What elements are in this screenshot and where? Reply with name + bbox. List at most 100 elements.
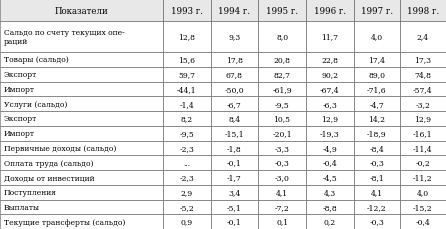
Bar — [354, 185, 400, 200]
Bar — [163, 68, 211, 82]
Text: 14,2: 14,2 — [368, 115, 385, 123]
Bar — [163, 53, 211, 68]
Text: -0,4: -0,4 — [322, 159, 337, 167]
Text: Импорт: Импорт — [4, 86, 35, 93]
Text: -67,4: -67,4 — [320, 86, 340, 93]
Text: -1,8: -1,8 — [227, 144, 242, 152]
Bar — [306, 97, 354, 112]
Text: Первичные доходы (сальдо): Первичные доходы (сальдо) — [4, 144, 116, 152]
Bar — [258, 82, 306, 97]
Bar — [258, 214, 306, 229]
Text: -3,0: -3,0 — [275, 174, 289, 182]
Text: Импорт: Импорт — [4, 130, 35, 138]
Text: 67,8: 67,8 — [226, 71, 243, 79]
Text: -8,4: -8,4 — [369, 144, 384, 152]
Bar — [211, 68, 258, 82]
Bar — [400, 22, 446, 53]
Text: 4,0: 4,0 — [371, 33, 383, 41]
Bar — [211, 141, 258, 155]
Bar — [306, 112, 354, 126]
Text: -20,1: -20,1 — [272, 130, 292, 138]
Text: -9,5: -9,5 — [275, 100, 289, 108]
Bar — [354, 97, 400, 112]
Bar — [0, 0, 163, 22]
Text: -2,3: -2,3 — [179, 174, 194, 182]
Text: -44,1: -44,1 — [177, 86, 197, 93]
Bar — [354, 112, 400, 126]
Bar — [306, 141, 354, 155]
Text: -0,1: -0,1 — [227, 218, 242, 226]
Bar — [400, 155, 446, 170]
Bar — [306, 22, 354, 53]
Text: -8,1: -8,1 — [369, 174, 384, 182]
Bar — [163, 200, 211, 214]
Bar — [0, 112, 163, 126]
Bar — [258, 170, 306, 185]
Text: 11,7: 11,7 — [321, 33, 339, 41]
Bar — [211, 170, 258, 185]
Text: -50,0: -50,0 — [224, 86, 244, 93]
Bar — [400, 126, 446, 141]
Text: -11,2: -11,2 — [413, 174, 433, 182]
Text: Услуги (сальдо): Услуги (сальдо) — [4, 100, 67, 108]
Text: 8,2: 8,2 — [181, 115, 193, 123]
Bar — [400, 141, 446, 155]
Bar — [211, 200, 258, 214]
Text: Сальдо по счету текущих опе-
раций: Сальдо по счету текущих опе- раций — [4, 29, 124, 46]
Bar — [211, 126, 258, 141]
Text: -0,3: -0,3 — [369, 159, 384, 167]
Text: 4,1: 4,1 — [371, 188, 383, 196]
Bar — [400, 82, 446, 97]
Text: -11,4: -11,4 — [413, 144, 433, 152]
Text: -19,3: -19,3 — [320, 130, 340, 138]
Text: 3,4: 3,4 — [228, 188, 240, 196]
Bar — [400, 214, 446, 229]
Text: -5,2: -5,2 — [179, 203, 194, 211]
Bar — [258, 22, 306, 53]
Text: Текущие трансферты (сальдо): Текущие трансферты (сальдо) — [4, 218, 125, 226]
Bar — [163, 155, 211, 170]
Bar — [354, 82, 400, 97]
Text: 1995 г.: 1995 г. — [266, 7, 298, 16]
Bar — [400, 0, 446, 22]
Text: -0,1: -0,1 — [227, 159, 242, 167]
Bar — [306, 126, 354, 141]
Bar — [306, 200, 354, 214]
Text: -0,3: -0,3 — [275, 159, 289, 167]
Text: -0,2: -0,2 — [415, 159, 430, 167]
Text: -18,9: -18,9 — [367, 130, 387, 138]
Text: -16,1: -16,1 — [413, 130, 433, 138]
Text: -5,1: -5,1 — [227, 203, 242, 211]
Text: 0,9: 0,9 — [181, 218, 193, 226]
Text: -61,9: -61,9 — [272, 86, 292, 93]
Text: 1998 г.: 1998 г. — [407, 7, 439, 16]
Bar — [258, 141, 306, 155]
Bar — [211, 185, 258, 200]
Text: Оплата труда (сальдо): Оплата труда (сальдо) — [4, 159, 93, 167]
Text: -7,2: -7,2 — [275, 203, 289, 211]
Bar — [354, 68, 400, 82]
Text: -8,8: -8,8 — [322, 203, 337, 211]
Bar — [258, 185, 306, 200]
Text: ...: ... — [183, 159, 190, 167]
Text: 4,0: 4,0 — [417, 188, 429, 196]
Bar — [354, 0, 400, 22]
Bar — [0, 185, 163, 200]
Text: 17,3: 17,3 — [414, 56, 431, 64]
Bar — [163, 112, 211, 126]
Text: 1993 г.: 1993 г. — [171, 7, 202, 16]
Bar — [0, 126, 163, 141]
Text: 12,9: 12,9 — [414, 115, 431, 123]
Bar — [354, 22, 400, 53]
Bar — [211, 53, 258, 68]
Text: -3,2: -3,2 — [415, 100, 430, 108]
Text: Экспорт: Экспорт — [4, 115, 37, 123]
Bar — [400, 68, 446, 82]
Bar — [163, 82, 211, 97]
Text: -9,5: -9,5 — [179, 130, 194, 138]
Text: -0,3: -0,3 — [369, 218, 384, 226]
Bar — [306, 214, 354, 229]
Text: 0,2: 0,2 — [324, 218, 336, 226]
Text: 1996 г.: 1996 г. — [314, 7, 346, 16]
Text: 17,4: 17,4 — [368, 56, 385, 64]
